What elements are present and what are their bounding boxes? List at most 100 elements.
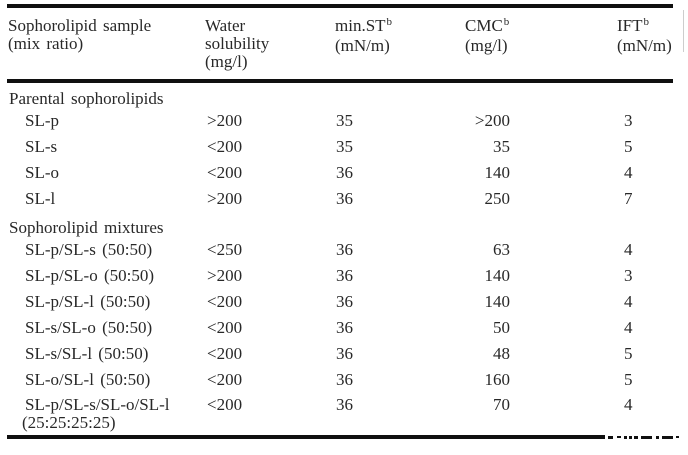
- col-header-water-line1: Water: [205, 16, 246, 35]
- col-header-min-st: min.STb (mN/m): [335, 16, 465, 71]
- sample-name: SL-l: [25, 189, 56, 208]
- col-header-cmc: CMCb (mg/l): [465, 16, 597, 71]
- sample-name: SL-p/SL-s (50:50): [25, 240, 153, 259]
- sample-name: SL-o/SL-l (50:50): [25, 370, 151, 389]
- cell-ift: 3: [624, 111, 633, 130]
- scan-artifact-edge-line: [683, 10, 684, 52]
- cell-cmc: >200: [474, 111, 510, 130]
- cell-sample: SL-p/SL-o (50:50): [7, 267, 205, 285]
- col-header-cmc-unit: (mg/l): [465, 36, 508, 55]
- sample-name: SL-s/SL-o (50:50): [25, 318, 153, 337]
- cell-cmc: 63: [493, 240, 510, 259]
- scan-artifact-dash: [617, 436, 621, 438]
- sample-name: SL-p: [25, 111, 59, 130]
- cell-water-solubility: <200: [207, 395, 243, 414]
- cell-sample: SL-s/SL-o (50:50): [7, 319, 205, 337]
- footnote-marker: b: [386, 16, 393, 28]
- sample-name: SL-p/SL-o (50:50): [25, 266, 155, 285]
- cell-water-solubility: <250: [207, 240, 243, 259]
- cell-min-st: 36: [336, 292, 353, 311]
- cell-min-st: 35: [336, 137, 353, 156]
- col-header-sample: Sophorolipid sample (mix ratio): [7, 17, 205, 71]
- cell-water-solubility: <200: [207, 163, 243, 182]
- cell-min-st: 36: [336, 344, 353, 363]
- table-row: SL-o/SL-l (50:50) <200 36 160 5: [7, 367, 673, 393]
- col-header-ift-label: IFT: [617, 16, 643, 35]
- cell-water-solubility: <200: [207, 137, 243, 156]
- cell-water-solubility: >200: [207, 266, 243, 285]
- cell-sample: SL-s: [7, 138, 205, 156]
- col-header-ift: IFTb (mN/m): [597, 16, 673, 71]
- cell-ift: 4: [624, 163, 633, 182]
- col-header-ift-unit: (mN/m): [617, 36, 672, 55]
- cell-ift: 5: [624, 137, 633, 156]
- table-row: SL-p/SL-l (50:50) <200 36 140 4: [7, 289, 673, 315]
- table-row: SL-o <200 36 140 4: [7, 160, 673, 186]
- table-row: SL-s/SL-o (50:50) <200 36 50 4: [7, 315, 673, 341]
- table-top-rule: [7, 4, 673, 8]
- section-title: Sophorolipid mixtures: [9, 218, 164, 237]
- sample-name: SL-o: [25, 163, 59, 182]
- cell-sample: SL-o/SL-l (50:50): [7, 371, 205, 389]
- cell-min-st: 36: [336, 163, 353, 182]
- cell-cmc: 140: [484, 292, 511, 311]
- col-header-water-solubility: Water solubility (mg/l): [205, 17, 335, 71]
- cell-sample: SL-p/SL-s (50:50): [7, 241, 205, 259]
- table-row: SL-p/SL-s (50:50) <250 36 63 4: [7, 237, 673, 263]
- cell-cmc: 140: [484, 163, 511, 182]
- col-header-water-line3: (mg/l): [205, 52, 248, 71]
- section-header-row: Parental sophorolipids: [7, 83, 673, 108]
- section-header-row: Sophorolipid mixtures: [7, 212, 673, 237]
- cell-min-st: 36: [336, 189, 353, 208]
- cell-cmc: 140: [484, 266, 511, 285]
- cell-ift: 4: [624, 292, 633, 311]
- scan-artifact-dash: [624, 436, 627, 439]
- footnote-marker: b: [503, 16, 510, 28]
- cell-cmc: 250: [484, 189, 511, 208]
- cell-cmc: 35: [493, 137, 510, 156]
- scan-artifact-dash: [676, 436, 679, 438]
- cell-ift: 4: [624, 395, 633, 414]
- scan-artifact-dash: [641, 436, 652, 439]
- cell-sample: SL-l: [7, 190, 205, 208]
- sample-name: SL-p/SL-l (50:50): [25, 292, 151, 311]
- cell-sample: SL-s/SL-l (50:50): [7, 345, 205, 363]
- cell-ift: 5: [624, 344, 633, 363]
- cell-ift: 4: [624, 240, 633, 259]
- sample-name: SL-s/SL-l (50:50): [25, 344, 149, 363]
- col-header-sample-line1: Sophorolipid sample: [8, 16, 152, 35]
- cell-min-st: 36: [336, 318, 353, 337]
- cell-sample: SL-o: [7, 164, 205, 182]
- cell-water-solubility: <200: [207, 370, 243, 389]
- scan-artifact-dash: [656, 436, 659, 439]
- table-row: SL-l >200 36 250 7: [7, 186, 673, 212]
- table-row: SL-p/SL-o (50:50) >200 36 140 3: [7, 263, 673, 289]
- table-row: SL-s <200 35 35 5: [7, 134, 673, 160]
- cell-cmc: 160: [484, 370, 511, 389]
- sample-name: SL-s: [25, 137, 58, 156]
- sample-name: SL-p/SL-s/SL-o/SL-l: [25, 395, 170, 414]
- cell-water-solubility: >200: [207, 111, 243, 130]
- cell-ift: 4: [624, 318, 633, 337]
- cell-sample: SL-p: [7, 112, 205, 130]
- cell-ift: 5: [624, 370, 633, 389]
- bottom-rule-solid-segment: [7, 435, 605, 439]
- table-row: SL-p >200 35 >200 3: [7, 108, 673, 134]
- scan-artifact-dash: [662, 436, 673, 439]
- cell-cmc: 48: [493, 344, 510, 363]
- scan-artifact-dash: [608, 436, 613, 439]
- cell-water-solubility: <200: [207, 318, 243, 337]
- cell-cmc: 50: [493, 318, 510, 337]
- scan-artifact-dash: [634, 436, 638, 439]
- table-header-row: Sophorolipid sample (mix ratio) Water so…: [7, 8, 673, 79]
- table-body: Parental sophorolipids SL-p >200 35 >200 3 SL-…: [7, 83, 673, 435]
- cell-ift: 7: [624, 189, 633, 208]
- scan-artifact-dash: [629, 436, 632, 439]
- col-header-sample-line2: (mix ratio): [8, 34, 84, 53]
- cell-min-st: 36: [336, 370, 353, 389]
- cell-min-st: 36: [336, 266, 353, 285]
- properties-table: Sophorolipid sample (mix ratio) Water so…: [7, 4, 679, 439]
- table-mid-rule: [7, 79, 673, 83]
- table-row: SL-s/SL-l (50:50) <200 36 48 5: [7, 341, 673, 367]
